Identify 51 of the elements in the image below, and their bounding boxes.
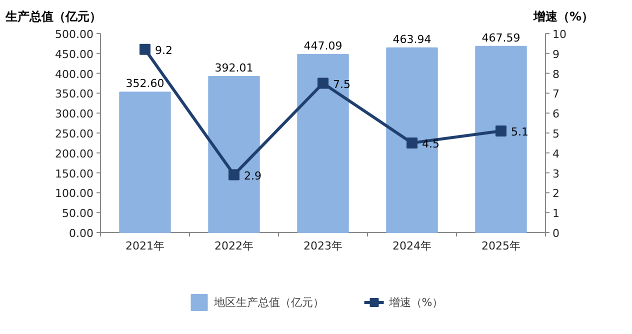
y-tick-label: 300.00 <box>55 108 94 121</box>
y-tick-label: 400.00 <box>55 68 94 81</box>
point <box>318 78 328 89</box>
y-tick-label: 250.00 <box>55 128 94 140</box>
y-tick-label: 150.00 <box>55 167 94 180</box>
y-axis-title: 生产总值（亿元） <box>4 10 102 24</box>
y2-tick-label: 8 <box>552 68 560 81</box>
y2-tick-label: 5 <box>552 128 560 140</box>
data-label: 7.5 <box>333 78 350 91</box>
y-tick-label: 50.00 <box>62 207 94 220</box>
y2-tick-label: 4 <box>552 147 560 160</box>
bar <box>208 76 260 233</box>
y2-tick-label: 0 <box>552 227 560 240</box>
data-label: 4.5 <box>422 137 440 150</box>
bar <box>475 46 527 233</box>
y2-axis-title: 增速（%） <box>532 10 594 24</box>
y-tick-label: 100.00 <box>55 187 94 200</box>
data-label: 9.2 <box>155 44 172 57</box>
y2-tick-label: 3 <box>552 167 560 180</box>
legend-label: 增速（%） <box>388 294 444 310</box>
x-tick-label: 2021年 <box>126 240 165 252</box>
y-tick-label: 450.00 <box>55 48 94 61</box>
y-tick-label: 350.00 <box>55 88 94 101</box>
data-label: 467.59 <box>482 31 520 44</box>
point <box>406 137 418 148</box>
data-label: 463.94 <box>392 32 432 46</box>
y2-tick-label: 7 <box>552 88 560 101</box>
y2-tick-label: 1 <box>552 207 560 220</box>
data-label: 5.1 <box>511 126 528 139</box>
y2-tick-label: 10 <box>552 28 566 41</box>
x-tick-label: 2024年 <box>392 240 432 252</box>
y2-tick-label: 9 <box>552 48 560 61</box>
y-tick-label: 500.00 <box>55 28 94 41</box>
point <box>228 169 240 180</box>
point <box>140 44 150 55</box>
data-label: 352.60 <box>126 77 164 90</box>
data-label: 392.01 <box>214 61 254 74</box>
y-tick-label: 0.00 <box>69 227 94 240</box>
legend-label: 地区生产总值（亿元） <box>214 294 324 310</box>
y2-tick-label: 2 <box>552 187 560 200</box>
y2-tick-label: 6 <box>552 108 560 121</box>
x-tick-label: 2022年 <box>214 240 254 252</box>
bar <box>297 54 349 233</box>
data-label: 447.09 <box>304 40 342 53</box>
bar <box>119 92 171 233</box>
x-tick-label: 2023年 <box>304 240 343 252</box>
x-tick-label: 2025年 <box>482 240 521 252</box>
data-label: 2.9 <box>244 169 262 182</box>
bar <box>386 47 438 233</box>
point <box>496 126 506 137</box>
y-tick-label: 200.00 <box>55 147 94 160</box>
